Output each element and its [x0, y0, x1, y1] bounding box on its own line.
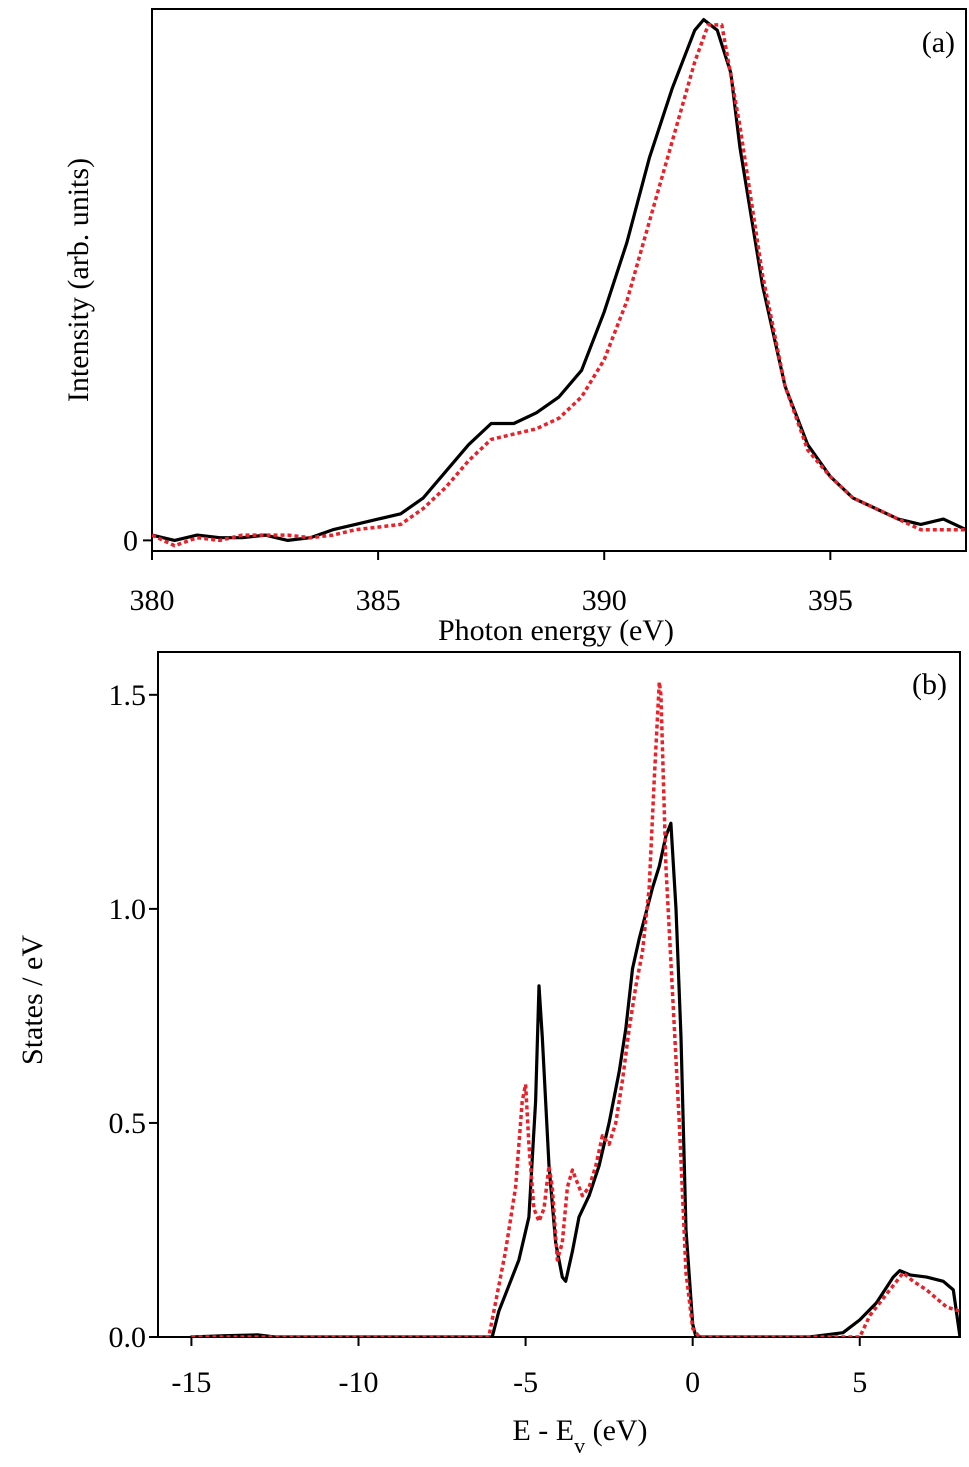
- panel-b-x-ticks: -15 -10 -5 0 5: [171, 1337, 867, 1399]
- panel-b-x-axis-label-unit: (eV): [585, 1414, 647, 1447]
- panel-b-y-tick-label: 1.0: [109, 893, 147, 926]
- panel-a-x-ticks: 380 385 390 395: [130, 551, 853, 617]
- panel-a-y-ticks: 0: [123, 524, 152, 557]
- panel-a-x-tick-label: 395: [808, 584, 853, 617]
- panel-b-y-ticks: 0.0 0.5 1.0 1.5: [109, 679, 158, 1354]
- panel-a-label: (a): [922, 26, 955, 59]
- panel-b-x-axis-label-main: E - E: [512, 1414, 574, 1447]
- panel-b-x-axis-label: E - Ev (eV): [512, 1414, 647, 1458]
- panel-b-x-tick-label: -10: [339, 1366, 379, 1399]
- panel-b-x-tick-label: 0: [685, 1366, 700, 1399]
- panel-b-y-tick-label: 1.5: [109, 679, 147, 712]
- panel-b-x-tick-label: 5: [852, 1366, 867, 1399]
- panel-b-label: (b): [912, 668, 947, 701]
- panel-a-y-axis-label: Intensity (arb. units): [62, 158, 95, 402]
- panel-a-x-axis-label: Photon energy (eV): [438, 614, 674, 647]
- panel-a-x-tick-label: 390: [582, 584, 627, 617]
- panel-b-series-group: [189, 680, 960, 1337]
- panel-b-y-axis-label: States / eV: [16, 935, 49, 1065]
- panel-b-y-tick-label: 0.0: [109, 1321, 147, 1354]
- panel-b-x-tick-label: -5: [513, 1366, 538, 1399]
- panel-b-y-tick-label: 0.5: [109, 1107, 147, 1140]
- panel-b-x-axis-label-sub: v: [574, 1433, 585, 1458]
- panel-b-frame: [157, 651, 961, 1338]
- panel-b-series-dotted-red-line: [191, 680, 960, 1337]
- panel-b-x-tick-label: -15: [171, 1366, 211, 1399]
- panel-a-series-group: [152, 18, 966, 548]
- panel-a-x-tick-label: 385: [356, 584, 401, 617]
- panel-b-density-of-states: -15 -10 -5 0 5 0.00.51.01.5 (b) E - Ev (eV) …: [16, 651, 961, 1458]
- panel-a-x-tick-label: 380: [130, 584, 175, 617]
- panel-a-series-solid-black-line: [152, 18, 966, 542]
- panel-a-series-dotted-red-line: [152, 23, 966, 548]
- panel-a-frame: [151, 8, 967, 552]
- panel-a-y-tick-label: 0: [123, 524, 138, 557]
- panel-b-series-solid-black-line: [189, 821, 960, 1337]
- panel-a-photon-spectrum: 380 385 390 395 0 (a) Photon energy (eV) In…: [62, 8, 967, 647]
